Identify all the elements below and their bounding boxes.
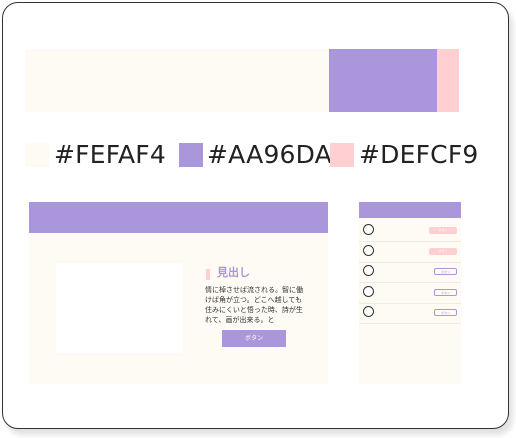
swatch-sub [330, 143, 354, 167]
phone-tag-button[interactable]: ボタン [429, 247, 457, 255]
radio-circle-icon[interactable] [363, 244, 374, 256]
phone-list-item[interactable]: ボタン [359, 303, 461, 324]
swatch-label-base: #FEFAF4 [54, 140, 166, 169]
swatch-label-accent: #AA96DA [207, 140, 332, 169]
image-placeholder [56, 263, 183, 353]
phone-tag-button[interactable]: ボタン [434, 309, 457, 316]
phone-tag-button[interactable]: ボタン [429, 227, 457, 234]
phone-mockup: ボタン ボタン ボタン ボタン ボタン [359, 202, 461, 384]
phone-tag-button[interactable]: ボタン [434, 268, 457, 275]
mockup-heading: 見出し [217, 266, 250, 279]
phone-list-item[interactable]: ボタン [359, 262, 461, 283]
strip-segment-accent [328, 49, 438, 112]
swatch-base [25, 143, 49, 167]
phone-list-item[interactable]: ボタン [359, 242, 461, 263]
palette-strip [25, 49, 459, 112]
web-mockup: 見出し 情に棹させば流される。智に働けば角が立つ。どこへ越しても住みにくいと悟っ… [29, 202, 328, 384]
radio-circle-icon[interactable] [363, 285, 374, 297]
phone-list-item[interactable]: ボタン [359, 221, 461, 242]
swatch-accent [179, 143, 203, 167]
radio-circle-icon[interactable] [363, 224, 374, 235]
mockup-button[interactable]: ボタン [222, 330, 286, 347]
strip-segment-sub [437, 49, 459, 112]
heading-accent-bar [206, 269, 210, 280]
phone-list-item[interactable]: ボタン [359, 283, 461, 304]
phone-header [359, 202, 461, 218]
swatch-label-sub: #DEFCF9 [359, 140, 479, 169]
radio-circle-icon[interactable] [363, 265, 374, 276]
phone-tag-button[interactable]: ボタン [434, 288, 457, 296]
radio-circle-icon[interactable] [363, 306, 374, 317]
strip-segment-base [25, 49, 329, 112]
mockup-header [29, 202, 328, 233]
mockup-body-text: 情に棹させば流される。智に働けば角が立つ。どこへ越しても住みにくいと悟った時、詩… [205, 286, 303, 324]
